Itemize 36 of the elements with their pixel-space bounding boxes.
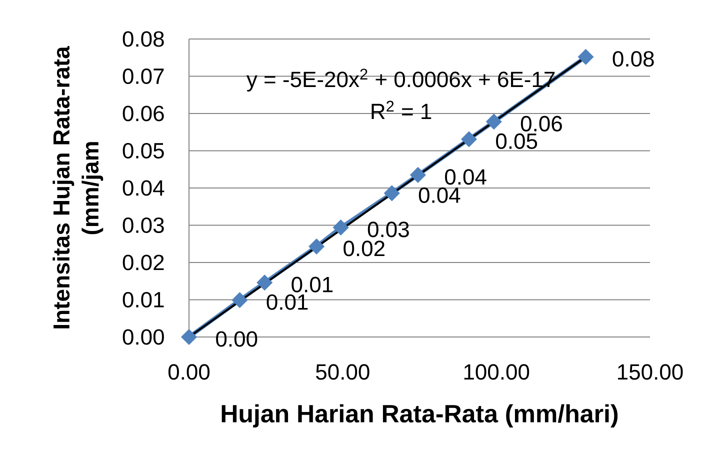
data-label: 0.01	[292, 276, 333, 292]
y-tick-label: 0.01	[122, 292, 164, 308]
point	[384, 185, 400, 202]
data-label: 0.04	[445, 169, 486, 185]
y-tick-label: 0.06	[122, 106, 164, 122]
data-label: 0.00	[216, 331, 258, 347]
point	[486, 114, 502, 130]
y-tick-label: 0.07	[122, 68, 164, 84]
data-label: 0.02	[344, 240, 384, 256]
data-label: 0.03	[368, 222, 409, 238]
data-label: 0.04	[418, 187, 460, 203]
x-axis-title: Hujan Harian Rata-Rata (mm/hari)	[222, 404, 618, 428]
y-tick-label: 0.08	[122, 31, 164, 47]
point	[180, 328, 198, 346]
data-label: 0.06	[520, 116, 562, 132]
x-tick-label: 100.00	[464, 364, 530, 380]
y-tick-label: 0.03	[122, 217, 164, 234]
x-tick-label: 0.00	[168, 364, 210, 380]
data-label: 0.01	[266, 294, 308, 310]
x-tick-label: 150.00	[618, 364, 683, 380]
y-tick-label: 0.04	[122, 180, 164, 196]
point	[332, 219, 349, 236]
point	[232, 292, 248, 308]
y-axis-title: Intensitas Hujan Rata-rata (mm/jam	[52, 46, 104, 328]
y-tick-label: 0.00	[122, 329, 164, 345]
point	[410, 166, 426, 183]
point	[578, 48, 594, 65]
annotation: R$^{2}$ = 1	[372, 100, 432, 120]
y-tick-label: 0.02	[122, 254, 164, 270]
x-tick-label: 50.00	[316, 364, 370, 380]
point	[256, 274, 273, 291]
point	[308, 238, 325, 254]
point	[460, 131, 478, 148]
data-label: 0.08	[612, 51, 654, 67]
y-tick-label: 0.05	[122, 142, 164, 159]
data-label: 0.05	[496, 133, 538, 149]
